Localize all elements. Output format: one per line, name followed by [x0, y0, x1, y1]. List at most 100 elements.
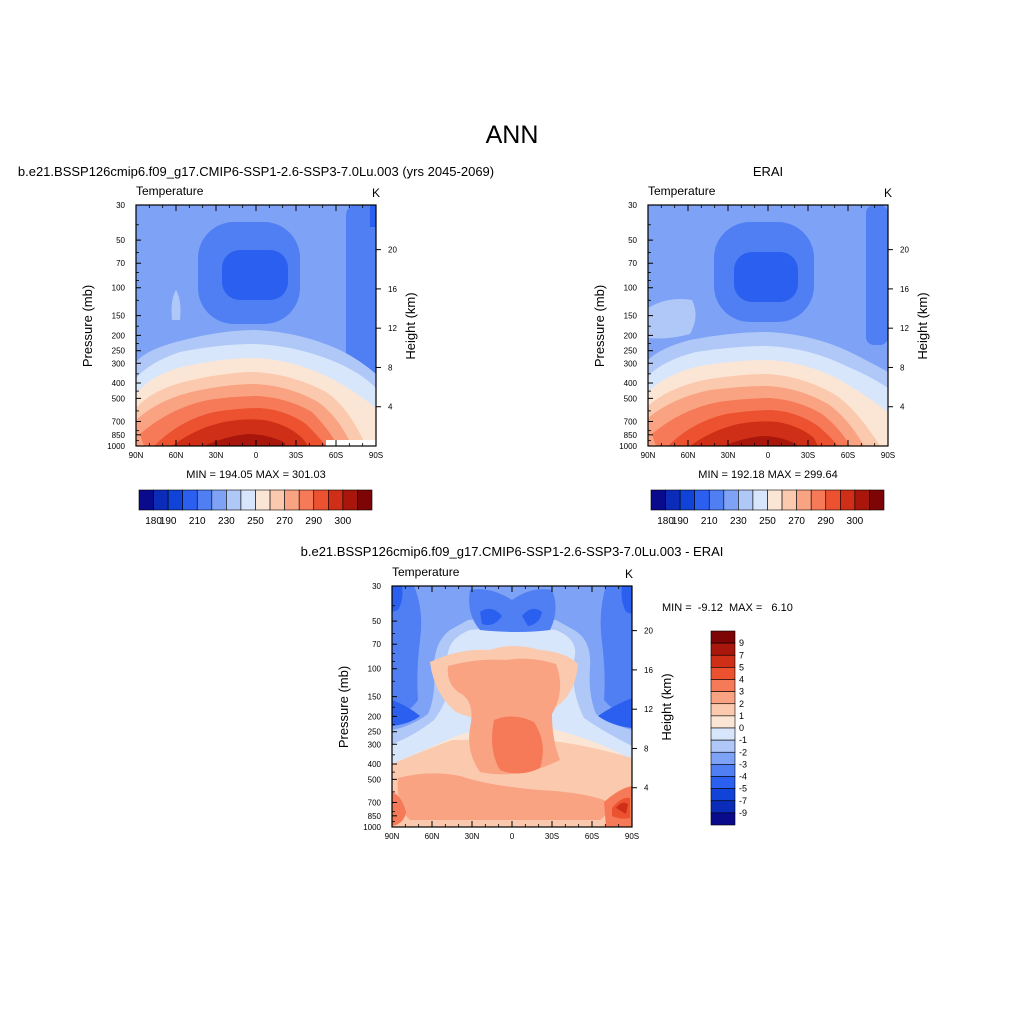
- y2-tick-label: 8: [388, 363, 393, 372]
- obs-contour-field: [648, 205, 888, 446]
- y-tick-label: 200: [624, 331, 638, 340]
- colorbar-swatch: [357, 489, 373, 511]
- colorbar-swatch: [710, 739, 736, 753]
- y-tick-label: 100: [624, 284, 638, 293]
- y-tick-label: 50: [116, 236, 125, 245]
- y2-tick-label: 16: [388, 285, 397, 294]
- y2-tick-label: 12: [388, 324, 397, 333]
- diff-cool-west-jet: [392, 700, 420, 726]
- y-tick-label: 70: [372, 640, 381, 649]
- colorbar-swatch: [710, 812, 736, 826]
- y-tick-label: 30: [372, 582, 381, 591]
- x-tick-label: 60N: [169, 451, 184, 460]
- y-tick-label: 400: [624, 379, 638, 388]
- x-tick-label: 90N: [385, 832, 400, 841]
- y2-tick-label: 20: [644, 627, 653, 636]
- colorbar-swatch: [796, 489, 812, 511]
- model-ylabel: Pressure (mb): [80, 285, 95, 367]
- model-warm-patch: [171, 290, 181, 320]
- colorbar-swatch: [767, 489, 783, 511]
- colorbar-label: 7: [739, 650, 744, 660]
- obs-band-14: [724, 436, 798, 446]
- colorbar-label: 230: [730, 516, 747, 527]
- colorbar-swatch: [240, 489, 256, 511]
- y2-tick-label: 12: [900, 324, 909, 333]
- colorbar-swatch: [810, 489, 827, 511]
- y-tick-label: 400: [368, 760, 382, 769]
- y-tick-label: 200: [112, 331, 126, 340]
- obs-tropopause-core: [734, 252, 798, 302]
- diff-plot-title: Temperature: [392, 565, 460, 579]
- y2-tick-label: 20: [900, 246, 909, 255]
- x-tick-label: 60N: [425, 832, 440, 841]
- colorbar-label: -2: [739, 747, 747, 757]
- colorbar-swatch: [854, 489, 870, 511]
- y-tick-label: 70: [116, 259, 125, 268]
- colorbar-swatch: [710, 667, 736, 680]
- x-tick-label: 0: [766, 451, 771, 460]
- colorbar-label: 2: [739, 699, 744, 709]
- obs-warm-patch: [648, 299, 696, 339]
- colorbar-label: 190: [672, 516, 689, 527]
- colorbar-label: -1: [739, 735, 747, 745]
- model-cold-band-sp: [346, 205, 376, 380]
- x-tick-label: 0: [254, 451, 259, 460]
- y-tick-label: 850: [624, 431, 638, 440]
- colorbar-label: 210: [701, 516, 718, 527]
- y-tick-label: 250: [368, 728, 382, 737]
- colorbar-label: 5: [739, 662, 744, 672]
- obs-units: K: [884, 186, 892, 200]
- colorbar-swatch: [710, 800, 736, 814]
- colorbar-label: 250: [247, 516, 264, 527]
- y-tick-label: 150: [368, 693, 382, 702]
- y2-tick-label: 4: [900, 403, 905, 412]
- colorbar-swatch: [255, 489, 271, 511]
- diff-colorbar: 9 7 5 4 3 2 1 0 -1 -2 -3 -4 -5 -7 -9: [710, 630, 747, 826]
- colorbar-swatch: [708, 489, 725, 511]
- colorbar-swatch: [710, 751, 736, 765]
- colorbar-swatch: [710, 654, 736, 668]
- colorbar-swatch: [342, 489, 358, 511]
- model-band-14: [204, 434, 286, 446]
- colorbar-label: 190: [160, 516, 177, 527]
- diff-warm-nh-sfc: [392, 792, 406, 826]
- diff-cool-east-jet: [598, 698, 632, 728]
- diff-y2label: Height (km): [659, 673, 674, 740]
- model-axes: 90N 60N 30N 0 30S 60S 90S 30 50 70 100 150 200 250 300…: [107, 201, 397, 460]
- x-tick-label: 60N: [681, 451, 696, 460]
- y2-tick-label: 8: [900, 363, 905, 372]
- y-tick-label: 100: [112, 284, 126, 293]
- y-tick-label: 300: [624, 359, 638, 368]
- colorbar-swatch: [710, 703, 736, 717]
- colorbar-swatch: [869, 489, 885, 511]
- y-tick-label: 250: [624, 347, 638, 356]
- colorbar-swatch: [710, 630, 736, 644]
- model-surface-mask: [326, 440, 376, 446]
- x-tick-label: 30N: [209, 451, 224, 460]
- y-tick-label: 200: [368, 712, 382, 721]
- colorbar-swatch: [710, 776, 736, 789]
- y-tick-label: 70: [628, 259, 637, 268]
- x-tick-label: 90N: [641, 451, 656, 460]
- colorbar-swatch: [650, 489, 666, 511]
- diff-cool-4b: [600, 586, 632, 718]
- y2-tick-label: 8: [644, 744, 649, 753]
- model-panel: b.e21.BSSP126cmip6.f09_g17.CMIP6-SSP1-2.…: [18, 164, 494, 527]
- colorbar-swatch: [710, 642, 736, 656]
- colorbar-label: 230: [218, 516, 235, 527]
- colorbar-label: 300: [335, 516, 352, 527]
- diff-contour-field: [392, 586, 632, 827]
- x-tick-label: 0: [510, 832, 515, 841]
- obs-header: ERAI: [753, 164, 783, 179]
- diff-cool-3: [392, 586, 632, 730]
- model-stats: MIN = 194.05 MAX = 301.03: [186, 469, 325, 481]
- y-tick-label: 850: [368, 812, 382, 821]
- y-tick-label: 300: [368, 740, 382, 749]
- colorbar-swatch: [840, 489, 856, 511]
- y-tick-label: 500: [368, 775, 382, 784]
- x-tick-label: 60S: [841, 451, 855, 460]
- model-header: b.e21.BSSP126cmip6.f09_g17.CMIP6-SSP1-2.…: [18, 164, 494, 179]
- diff-warm-2-low: [397, 773, 608, 820]
- page-title: ANN: [486, 121, 539, 149]
- colorbar-swatch: [167, 489, 183, 511]
